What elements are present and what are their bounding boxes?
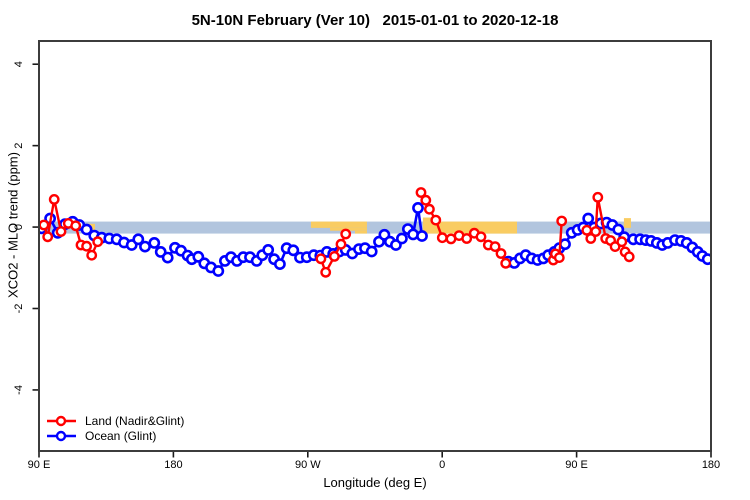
land-strip-band [623,218,631,228]
y-tick-label: 4 [13,61,25,67]
land-point [423,203,435,215]
ocean-point [132,233,145,246]
ocean-point [395,232,408,245]
x-tick-label: 90 E [28,459,51,471]
ocean-strip-band [39,221,711,234]
ocean-point [412,201,424,214]
land-point [489,241,501,253]
land-point [495,248,507,259]
land-point [48,193,60,205]
x-tick-label: 90 W [295,459,321,471]
land-point [623,251,635,263]
land-point [86,249,98,261]
land-point [415,187,427,198]
x-tick-label: 90 E [565,459,588,471]
land-point [500,257,512,269]
land-strip-band [422,221,518,234]
x-tick-label: 0 [439,459,445,471]
land-point [430,214,442,226]
ocean-point [582,212,595,225]
land-point [590,226,602,237]
land-point [475,231,487,243]
ocean-point [701,253,711,266]
ocean-point [148,236,161,249]
land-point [461,233,473,244]
land-point [340,228,352,240]
land-strip-band [310,221,367,228]
legend: Land (Nadir&Glint) Ocean (Glint) [46,413,184,443]
legend-label-ocean: Ocean (Glint) [85,428,157,443]
land-point [81,240,93,252]
y-axis-label: XCO2 - MLO trend (ppm) [5,152,21,298]
land-series-sample-icon [47,415,76,426]
legend-item-land: Land (Nadir&Glint) [46,413,184,428]
land-point [39,219,50,231]
land-point [592,191,604,203]
x-axis-label: Longitude (deg E) [323,475,427,490]
land-point [556,215,568,227]
legend-item-ocean: Ocean (Glint) [46,428,184,443]
land-point [335,238,347,250]
land-strip-band [354,230,367,234]
ocean-point [287,244,300,257]
land-point [553,252,565,264]
ocean-point [80,223,93,236]
land-point [616,236,628,248]
plot-content [39,187,711,278]
land-point [320,266,332,278]
ocean-point [365,245,378,258]
ocean-point [212,265,225,277]
ocean-point [262,243,275,256]
y-tick-label: -2 [13,304,25,314]
land-point [436,232,448,244]
land-point [70,220,82,232]
ocean-series-sample-icon [47,430,76,441]
y-tick-label: 0 [13,224,25,230]
ocean-point [559,238,571,251]
ocean-point [139,240,151,253]
plot-box [38,40,712,452]
land-point [55,226,67,237]
ocean-point [416,230,428,242]
land-point [42,231,54,243]
ocean-point [612,223,625,236]
land-strip-band [330,227,367,231]
x-tick-label: 180 [702,459,720,471]
chart-title: 5N-10N February (Ver 10) 2015-01-01 to 2… [191,12,559,29]
land-point [328,250,340,262]
land-point [92,236,104,248]
land-point [315,253,327,265]
ocean-point [407,228,419,241]
x-tick-label: 180 [164,459,182,471]
ocean-point [273,258,286,270]
land-point [585,233,597,244]
legend-label-land: Land (Nadir&Glint) [85,413,185,428]
y-tick-label: 2 [13,143,25,149]
y-tick-label: -4 [13,385,25,395]
ocean-point [161,251,174,264]
land-point [420,194,432,206]
